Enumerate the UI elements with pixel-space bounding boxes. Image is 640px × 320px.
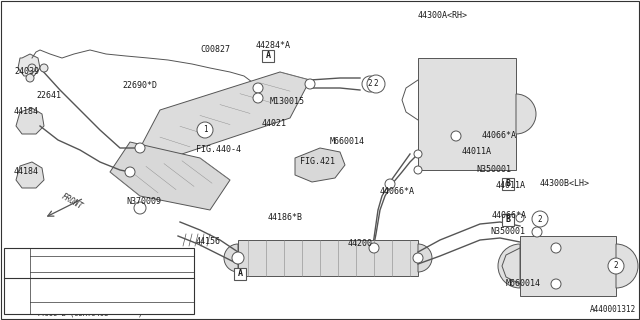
Bar: [418, 58, 516, 170]
Text: 44300A<RH>: 44300A<RH>: [418, 12, 468, 20]
Circle shape: [134, 202, 146, 214]
Wedge shape: [516, 94, 536, 134]
Text: 2: 2: [374, 79, 378, 89]
Text: FIG.421: FIG.421: [300, 157, 335, 166]
Circle shape: [197, 122, 213, 138]
Bar: [520, 236, 616, 296]
Polygon shape: [16, 108, 44, 134]
Circle shape: [385, 179, 395, 189]
Bar: [502, 214, 514, 226]
Text: 44011A: 44011A: [496, 181, 526, 190]
Polygon shape: [110, 142, 230, 210]
Text: 2: 2: [368, 79, 372, 89]
Text: 44184: 44184: [14, 108, 39, 116]
Text: 2: 2: [614, 261, 618, 270]
Text: 44066*A (05MY-05MY0407): 44066*A (05MY-05MY0407): [36, 289, 134, 295]
Circle shape: [369, 243, 379, 253]
Bar: [234, 268, 246, 280]
Circle shape: [125, 167, 135, 177]
Circle shape: [305, 79, 315, 89]
Wedge shape: [616, 244, 638, 288]
Text: A: A: [266, 52, 271, 60]
Wedge shape: [418, 244, 432, 272]
Circle shape: [414, 150, 422, 158]
Circle shape: [135, 143, 145, 153]
Bar: [4, 248, 194, 314]
Text: 44186*B: 44186*B: [268, 213, 303, 222]
Circle shape: [532, 211, 548, 227]
Text: 44066*A: 44066*A: [380, 188, 415, 196]
Circle shape: [532, 227, 542, 237]
Wedge shape: [498, 244, 520, 288]
Text: 44284*A: 44284*A: [256, 42, 291, 51]
Bar: [238, 240, 418, 276]
Text: FRONT: FRONT: [60, 192, 84, 212]
Circle shape: [608, 258, 624, 274]
Text: N350001: N350001: [476, 165, 511, 174]
Circle shape: [362, 76, 378, 92]
Text: 44066*B (05MY0408-      ): 44066*B (05MY0408- ): [36, 311, 142, 317]
Text: M130015: M130015: [270, 98, 305, 107]
Circle shape: [413, 253, 423, 263]
Text: 2: 2: [16, 299, 20, 308]
Wedge shape: [224, 244, 238, 272]
Circle shape: [516, 214, 524, 222]
Circle shape: [232, 252, 244, 264]
Circle shape: [26, 74, 34, 82]
Circle shape: [40, 64, 48, 72]
Text: 44200: 44200: [348, 239, 373, 249]
Polygon shape: [295, 148, 345, 182]
Circle shape: [367, 75, 385, 93]
Polygon shape: [18, 54, 40, 76]
Text: N370009: N370009: [126, 197, 161, 206]
Text: 22641: 22641: [36, 92, 61, 100]
Text: C00827: C00827: [200, 45, 230, 54]
Text: 44021: 44021: [262, 119, 287, 129]
Text: 2: 2: [538, 214, 542, 223]
Text: B: B: [506, 180, 511, 188]
Text: 24039: 24039: [14, 68, 39, 76]
Text: M250076: M250076: [36, 260, 68, 268]
Text: 44156: 44156: [196, 237, 221, 246]
Text: A440001312: A440001312: [589, 305, 636, 314]
Text: 22690*D: 22690*D: [122, 82, 157, 91]
Text: 44011A: 44011A: [462, 148, 492, 156]
Text: FIG.440-4: FIG.440-4: [196, 146, 241, 155]
Circle shape: [414, 166, 422, 174]
Text: 1: 1: [203, 125, 207, 134]
Circle shape: [253, 93, 263, 103]
Circle shape: [451, 131, 461, 141]
Polygon shape: [140, 72, 310, 158]
Text: 44066*A: 44066*A: [492, 212, 527, 220]
Text: A: A: [237, 269, 243, 278]
Bar: [502, 178, 514, 190]
Text: 44300B<LH>: 44300B<LH>: [540, 180, 590, 188]
Circle shape: [253, 83, 263, 93]
Text: M660014: M660014: [330, 138, 365, 147]
Circle shape: [28, 64, 36, 72]
Text: 44184: 44184: [14, 167, 39, 177]
Circle shape: [551, 243, 561, 253]
Text: B: B: [506, 215, 511, 225]
Text: N350001: N350001: [490, 228, 525, 236]
Circle shape: [11, 257, 25, 271]
Circle shape: [551, 279, 561, 289]
Polygon shape: [16, 162, 44, 188]
Circle shape: [11, 296, 25, 310]
Text: 1: 1: [16, 260, 20, 268]
Text: M660014: M660014: [506, 279, 541, 289]
Text: 44066*A: 44066*A: [482, 132, 517, 140]
Bar: [262, 50, 274, 62]
